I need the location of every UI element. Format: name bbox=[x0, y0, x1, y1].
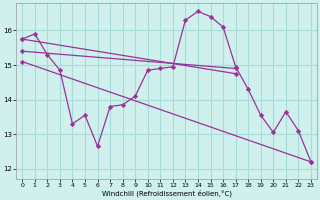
X-axis label: Windchill (Refroidissement éolien,°C): Windchill (Refroidissement éolien,°C) bbox=[101, 190, 232, 197]
